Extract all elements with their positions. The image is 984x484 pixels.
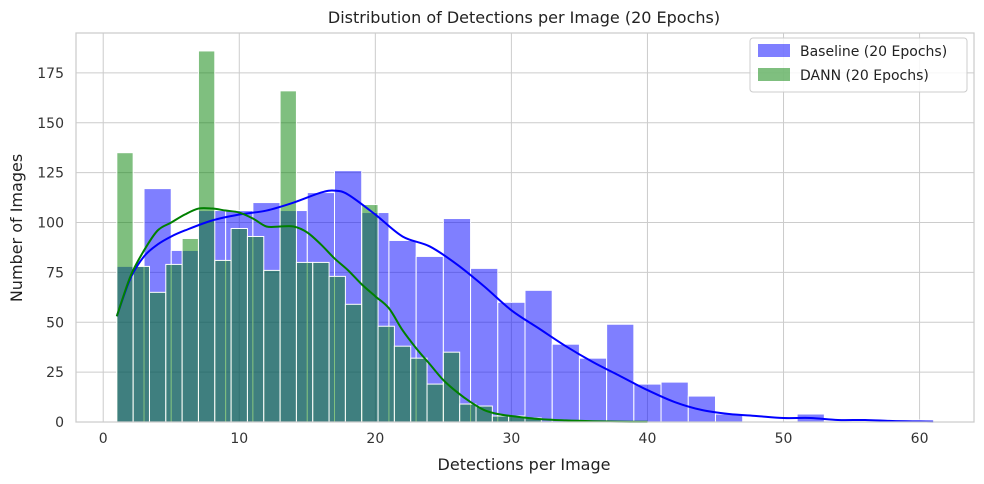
kde-curves: [115, 189, 934, 423]
baseline-bar: [524, 289, 553, 423]
legend-swatch-dann: [758, 68, 790, 81]
x-tick-label: 50: [775, 431, 793, 447]
x-axis-title: Detections per Image: [438, 455, 611, 474]
dann-bar: [459, 403, 477, 423]
x-tick-label: 30: [502, 431, 520, 447]
x-tick-label: 60: [911, 431, 929, 447]
dann-bars: [116, 50, 542, 423]
chart-title: Distribution of Detections per Image (20…: [328, 8, 720, 27]
dann-bar: [491, 415, 510, 423]
y-tick-labels: 0 25 50 75 100 125 150 175: [37, 66, 64, 431]
plot-frame: [75, 32, 975, 423]
dann-bar: [475, 405, 493, 423]
x-tick-label: 10: [230, 431, 248, 447]
legend-swatch-baseline: [758, 44, 790, 57]
legend: Baseline (20 Epochs) DANN (20 Epochs): [749, 37, 968, 93]
baseline-bar: [497, 301, 526, 423]
dann-bar: [361, 204, 379, 423]
legend-label-baseline: Baseline (20 Epochs): [800, 44, 947, 60]
y-axis-title: Number of Images: [7, 154, 26, 302]
baseline-bar: [578, 357, 608, 423]
dann-bar: [214, 259, 232, 423]
baseline-bar: [470, 267, 499, 423]
legend-box: [749, 37, 968, 93]
y-tick-label: 50: [46, 315, 64, 331]
dann-bar: [197, 50, 216, 423]
dann-bar: [312, 261, 330, 423]
dann-bar: [246, 235, 265, 423]
dann-bar: [132, 265, 150, 423]
dann-bar: [148, 291, 167, 423]
dann-bar: [344, 303, 363, 423]
dann-bar: [116, 152, 134, 423]
dann-bar: [377, 325, 395, 423]
dann-bar: [263, 269, 281, 423]
dann-bar: [393, 345, 412, 423]
dann-bar: [181, 237, 199, 423]
legend-label-dann: DANN (20 Epochs): [800, 68, 929, 84]
x-tick-label: 40: [639, 431, 657, 447]
y-tick-label: 100: [37, 216, 64, 232]
y-tick-label: 25: [46, 365, 64, 381]
dann-bar: [410, 357, 428, 423]
baseline-bar: [606, 323, 635, 423]
dann-bar: [279, 90, 297, 423]
y-tick-label: 0: [55, 415, 64, 431]
y-tick-label: 175: [37, 66, 64, 82]
x-tick-label: 20: [366, 431, 384, 447]
baseline-kde-line: [115, 189, 934, 423]
baseline-bar: [551, 343, 580, 423]
y-tick-label: 75: [46, 265, 64, 281]
x-tick-labels: 0 10 20 30 40 50 60: [99, 431, 929, 447]
dann-bar: [165, 263, 183, 423]
dann-kde-line: [115, 207, 648, 423]
x-tick-label: 0: [99, 431, 108, 447]
y-tick-label: 150: [37, 116, 64, 132]
dann-bar: [230, 227, 248, 423]
dann-bar: [295, 261, 314, 423]
dann-bar: [328, 275, 346, 423]
y-tick-label: 125: [37, 166, 64, 182]
dann-bar: [426, 383, 444, 423]
